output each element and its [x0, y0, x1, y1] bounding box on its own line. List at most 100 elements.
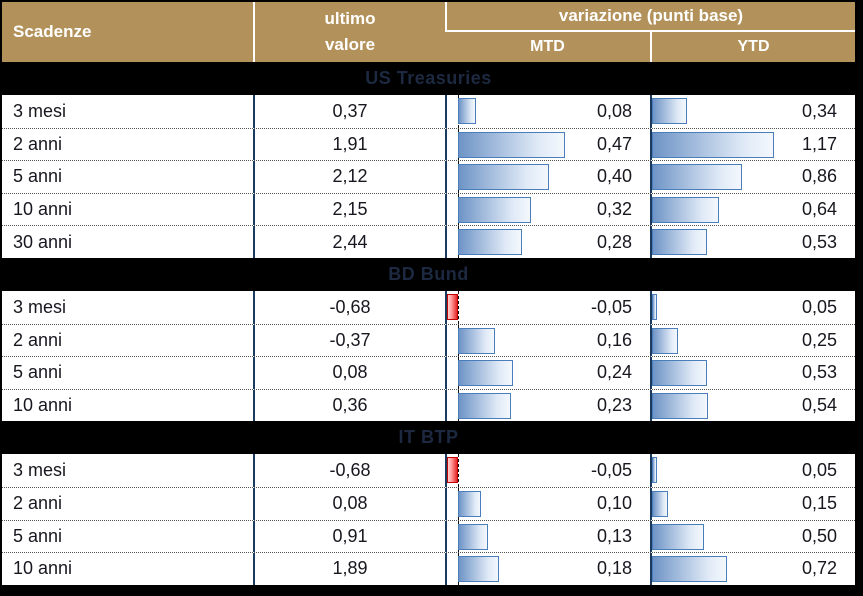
mtd-cell: 0,40	[445, 161, 650, 193]
ytd-bar	[652, 556, 727, 583]
mtd-cell: -0,05	[445, 290, 650, 324]
table-row: 2 anni -0,37 0,16 0,25	[2, 323, 855, 357]
mtd-bar	[458, 229, 522, 256]
mtd-cell: 0,47	[445, 128, 650, 161]
last-value: -0,37	[329, 329, 371, 350]
header-ultimo-valore: ultimo valore	[253, 2, 445, 62]
mtd-cell: 0,08	[445, 95, 650, 128]
last-value: 0,36	[332, 395, 368, 416]
table-row: 30 anni 2,44 0,28 0,53	[2, 225, 855, 258]
section-rows: 3 mesi 0,37 0,08 0,34 2 anni 1,91 0,47 1…	[2, 95, 855, 258]
mtd-value: 0,24	[596, 362, 632, 383]
mtd-bar	[458, 556, 500, 583]
maturity-label: 5 anni	[13, 166, 63, 187]
ytd-value: 0,25	[801, 329, 837, 350]
header-mtd: MTD	[530, 38, 565, 55]
table-body: US Treasuries 3 mesi 0,37 0,08 0,34 2 an…	[2, 62, 855, 585]
mtd-bar	[458, 327, 495, 354]
mtd-bar	[458, 523, 488, 550]
mtd-bar	[458, 131, 566, 158]
ytd-bar	[652, 131, 774, 158]
ytd-value: 0,05	[801, 460, 837, 481]
table-row: 3 mesi -0,68 -0,05 0,05	[2, 290, 855, 324]
last-value: 0,08	[332, 362, 368, 383]
maturity-label: 2 anni	[13, 493, 63, 514]
ytd-cell: 0,15	[650, 487, 855, 520]
mtd-value: 0,23	[596, 395, 632, 416]
ytd-value: 0,64	[801, 199, 837, 220]
mtd-bar	[458, 164, 550, 191]
table-row: 3 mesi -0,68 -0,05 0,05	[2, 454, 855, 487]
section-title: IT BTP	[2, 421, 855, 455]
mtd-value: -0,05	[590, 296, 632, 317]
ytd-value: 0,15	[801, 493, 837, 514]
table-header: Scadenze ultimo valore variazione (punti…	[2, 2, 855, 62]
mtd-value: 0,13	[596, 525, 632, 546]
maturity-label: 3 mesi	[13, 100, 67, 121]
table-row: 10 anni 2,15 0,32 0,64	[2, 192, 855, 226]
mtd-value: 0,18	[596, 558, 632, 579]
mtd-cell: -0,05	[445, 454, 650, 487]
maturity-label: 3 mesi	[13, 460, 67, 481]
mtd-cell: 0,28	[445, 226, 650, 258]
mtd-value: 0,08	[596, 100, 632, 121]
ytd-cell: 0,53	[650, 226, 855, 258]
mtd-bar	[447, 457, 459, 484]
mtd-value: -0,05	[590, 460, 632, 481]
mtd-bar	[458, 360, 513, 387]
section-rows: 3 mesi -0,68 -0,05 0,05 2 anni 0,08 0,10…	[2, 454, 855, 585]
ytd-cell: 0,25	[650, 324, 855, 357]
last-value: 2,15	[332, 199, 368, 220]
mtd-cell: 0,23	[445, 389, 650, 422]
ytd-bar	[652, 327, 679, 354]
ytd-cell: 0,50	[650, 520, 855, 553]
mtd-value: 0,40	[596, 166, 632, 187]
ytd-cell: 0,72	[650, 553, 855, 585]
maturity-label: 30 anni	[13, 231, 73, 252]
mtd-cell: 0,10	[445, 487, 650, 520]
header-scadenze: Scadenze	[13, 22, 92, 41]
ytd-value: 0,50	[801, 525, 837, 546]
ytd-value: 0,05	[801, 296, 837, 317]
table-row: 5 anni 0,08 0,24 0,53	[2, 356, 855, 389]
mtd-value: 0,32	[596, 199, 632, 220]
table-row: 10 anni 1,89 0,18 0,72	[2, 552, 855, 585]
mtd-cell: 0,32	[445, 193, 650, 226]
mtd-cell: 0,18	[445, 553, 650, 585]
ytd-cell: 0,05	[650, 454, 855, 487]
ytd-bar	[652, 229, 708, 256]
table-section: US Treasuries 3 mesi 0,37 0,08 0,34 2 an…	[2, 62, 855, 258]
section-rows: 3 mesi -0,68 -0,05 0,05 2 anni -0,37 0,1…	[2, 290, 855, 422]
ytd-bar	[652, 490, 668, 517]
ytd-bar	[652, 360, 708, 387]
ytd-cell: 0,05	[650, 290, 855, 324]
maturity-label: 10 anni	[13, 558, 73, 579]
mtd-cell: 0,24	[445, 357, 650, 389]
last-value: 0,37	[332, 100, 368, 121]
mtd-value: 0,16	[596, 329, 632, 350]
table-section: IT BTP 3 mesi -0,68 -0,05 0,05 2 anni 0,…	[2, 421, 855, 585]
ytd-value: 1,17	[801, 133, 837, 154]
table-row: 2 anni 0,08 0,10 0,15	[2, 486, 855, 520]
ytd-value: 0,72	[801, 558, 837, 579]
header-ultimo-line2: valore	[324, 35, 376, 54]
ytd-bar	[652, 98, 688, 124]
last-value: 0,91	[332, 525, 368, 546]
maturity-label: 2 anni	[13, 133, 63, 154]
maturity-label: 10 anni	[13, 199, 73, 220]
header-ultimo-line1: ultimo	[324, 9, 376, 28]
maturity-label: 2 anni	[13, 329, 63, 350]
last-value: 2,44	[332, 231, 368, 252]
last-value: 1,89	[332, 558, 368, 579]
last-value: 0,08	[332, 493, 368, 514]
section-title: US Treasuries	[2, 62, 855, 95]
last-value: -0,68	[329, 460, 371, 481]
mtd-value: 0,28	[596, 231, 632, 252]
mtd-bar	[458, 196, 532, 223]
ytd-bar	[652, 196, 719, 223]
maturity-label: 5 anni	[13, 362, 63, 383]
last-value: 2,12	[332, 166, 368, 187]
mtd-bar	[458, 490, 481, 517]
mtd-bar	[458, 392, 511, 419]
